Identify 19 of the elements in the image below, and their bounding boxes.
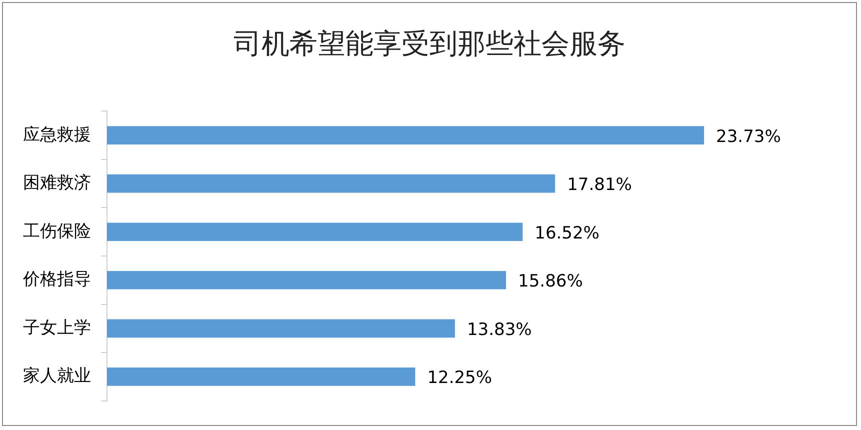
data-label: 17.81% (567, 175, 632, 196)
bar (107, 126, 704, 145)
bar (107, 319, 455, 338)
y-tick-label: 应急救援 (23, 124, 91, 145)
bar (107, 367, 416, 386)
data-label: 13.83% (466, 320, 532, 340)
bar (107, 174, 556, 193)
y-tick-label: 子女上学 (23, 318, 91, 338)
data-label: 15.86% (518, 272, 583, 292)
bar (107, 222, 523, 242)
y-tick-label: 家人就业 (23, 366, 91, 386)
chart-title: 司机希望能享受到那些社会服务 (232, 26, 626, 62)
y-tick-label: 困难救济 (23, 173, 91, 194)
data-label: 23.73% (716, 126, 781, 147)
y-tick-label: 工伤保险 (23, 221, 91, 242)
bar (107, 270, 506, 290)
y-tick-label: 价格指导 (22, 270, 91, 290)
data-label: 16.52% (534, 223, 600, 244)
data-label: 12.25% (427, 368, 492, 388)
